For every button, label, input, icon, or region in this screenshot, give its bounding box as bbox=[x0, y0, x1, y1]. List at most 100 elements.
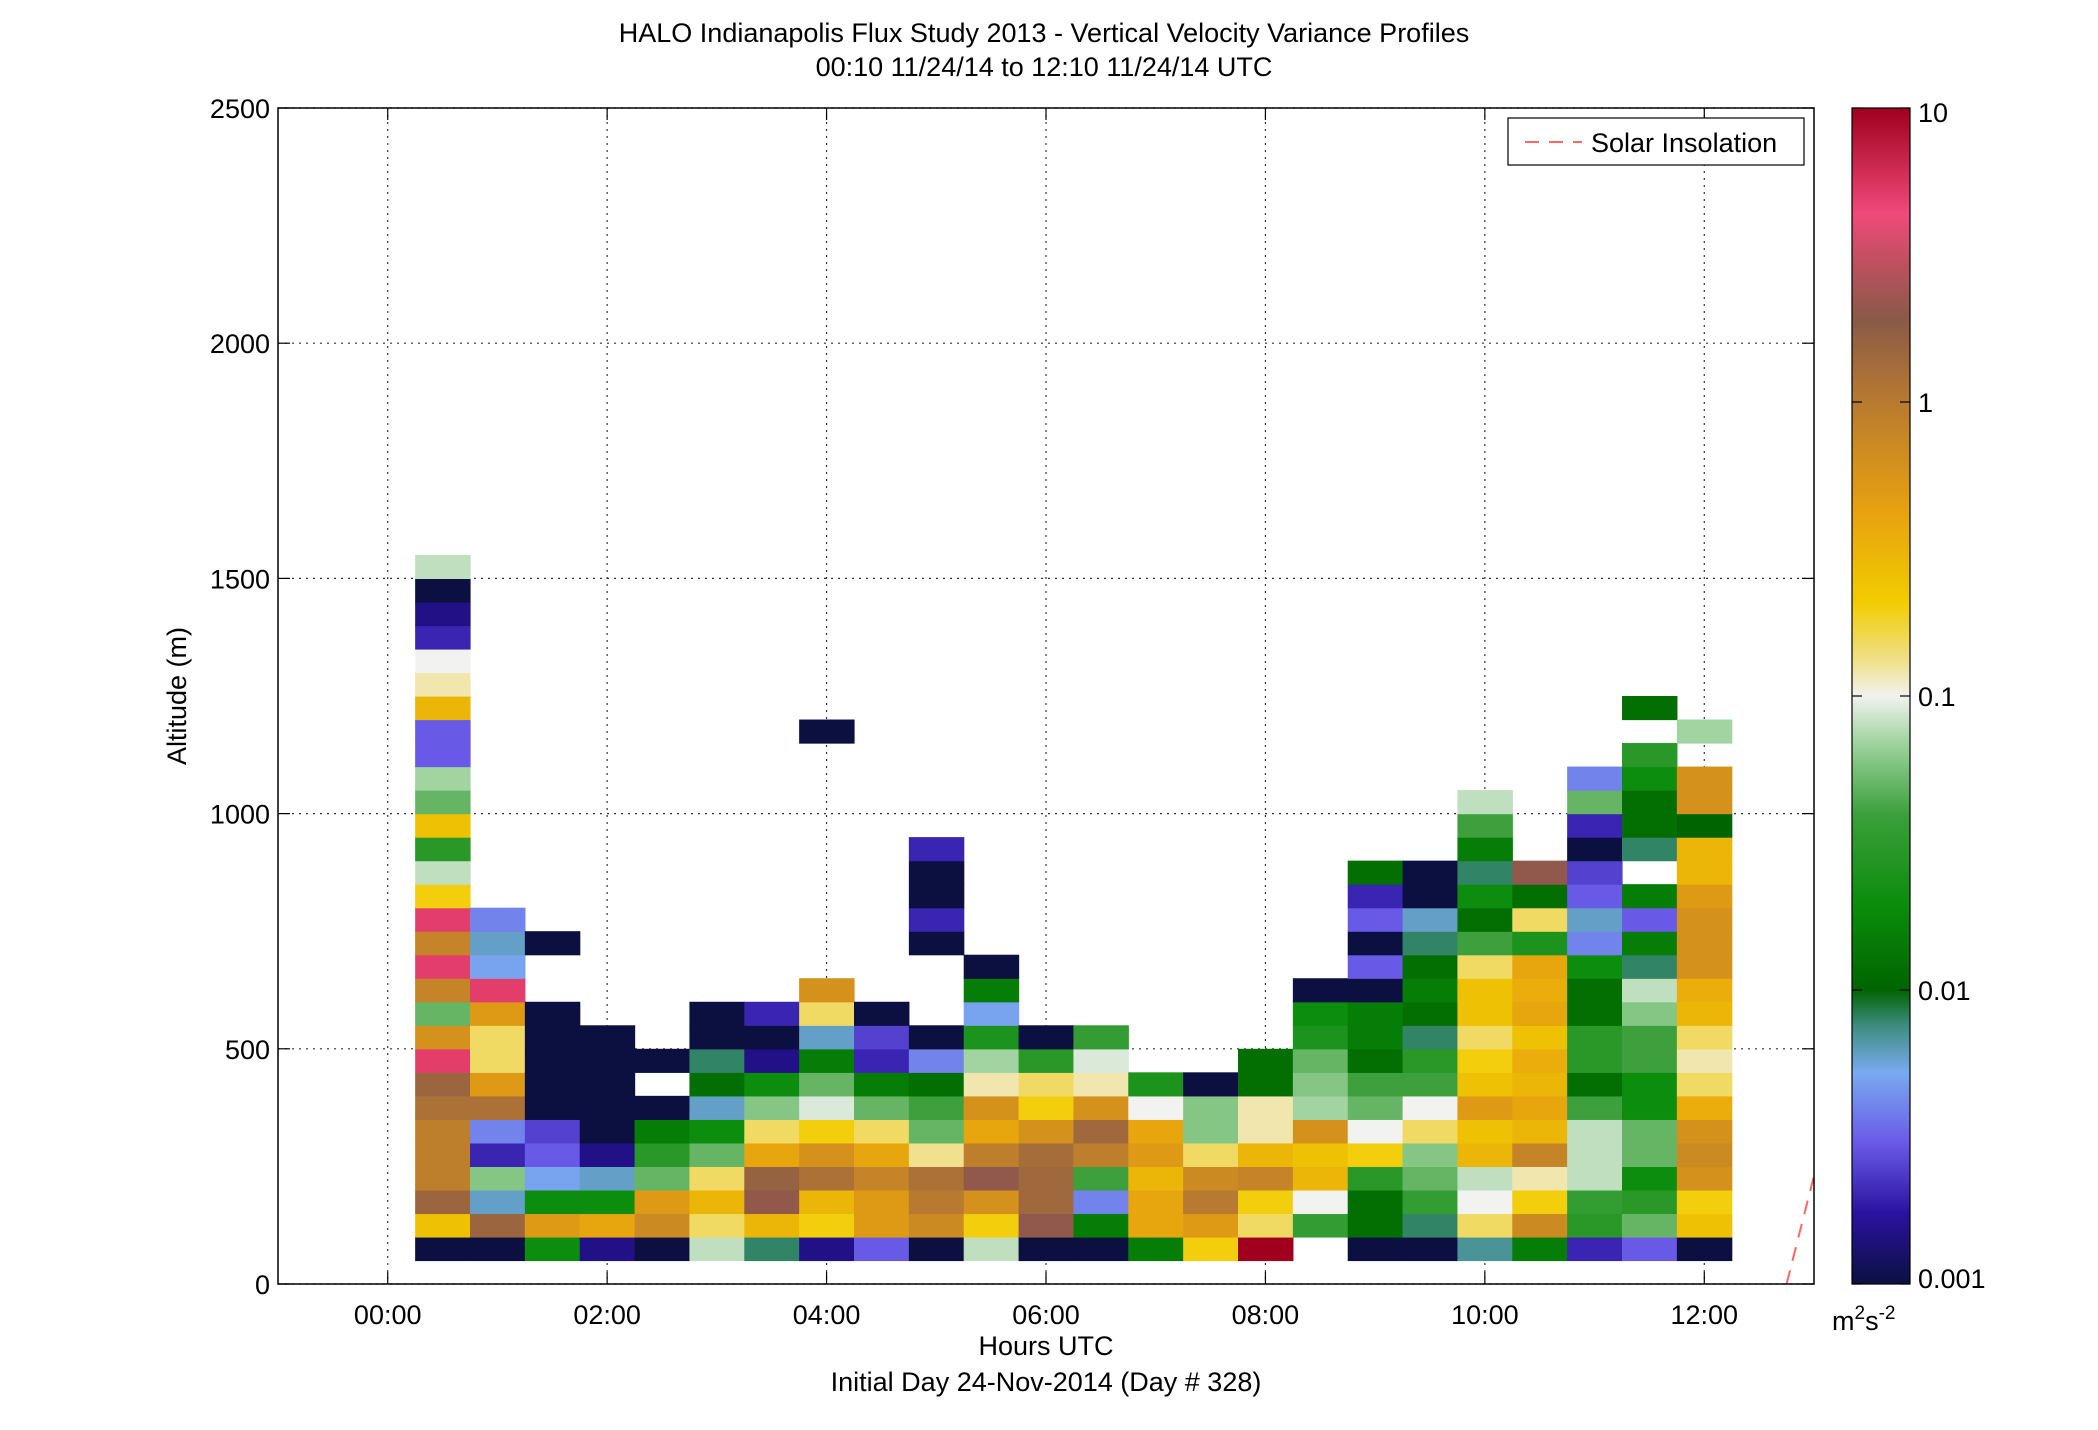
heatmap-cell bbox=[908, 907, 965, 932]
heatmap-cell bbox=[470, 1095, 526, 1120]
heatmap-cell bbox=[1622, 813, 1678, 838]
heatmap-cell bbox=[1347, 978, 1404, 1003]
x-axis-label: Hours UTC bbox=[978, 1331, 1113, 1361]
heatmap-cell bbox=[854, 1025, 910, 1050]
heatmap-cell bbox=[634, 1095, 691, 1120]
heatmap-cell bbox=[1676, 1119, 1733, 1144]
heatmap-cell bbox=[744, 1001, 800, 1026]
heatmap-cell bbox=[1512, 978, 1568, 1003]
heatmap-cell bbox=[908, 1142, 965, 1167]
heatmap-cell bbox=[1567, 1142, 1623, 1167]
heatmap-cell bbox=[415, 790, 471, 815]
heatmap-cell bbox=[908, 1189, 965, 1215]
heatmap-cell bbox=[744, 1142, 800, 1167]
x-axis-sublabel: Initial Day 24-Nov-2014 (Day # 328) bbox=[831, 1367, 1262, 1397]
heatmap-cell bbox=[963, 1213, 1020, 1238]
heatmap-cell bbox=[1567, 1236, 1623, 1262]
heatmap-cell bbox=[415, 1119, 471, 1144]
heatmap-cell bbox=[744, 1236, 800, 1262]
heatmap-cell bbox=[1457, 1119, 1513, 1144]
heatmap-cell bbox=[1676, 719, 1733, 744]
heatmap-cell bbox=[1402, 978, 1459, 1003]
heatmap-cell bbox=[1512, 1072, 1568, 1097]
heatmap-cell bbox=[524, 1166, 581, 1191]
heatmap-cell bbox=[415, 813, 471, 838]
heatmap-cell bbox=[1402, 860, 1459, 885]
heatmap-cell bbox=[634, 1048, 691, 1073]
heatmap-cell bbox=[1018, 1213, 1075, 1238]
heatmap-cell bbox=[1567, 1095, 1623, 1120]
heatmap-cell bbox=[1347, 1142, 1404, 1167]
heatmap-cell bbox=[1402, 1236, 1459, 1262]
heatmap-cell bbox=[1073, 1142, 1129, 1167]
heatmap-cell bbox=[1567, 931, 1623, 956]
heatmap-cell bbox=[1183, 1189, 1239, 1215]
heatmap-cell bbox=[1512, 1025, 1568, 1050]
colorbar: 0.001 0.01 0.1 1 10 m2s-2 bbox=[1832, 98, 1986, 1336]
heatmap-cell bbox=[1238, 1072, 1294, 1097]
heatmap-cell bbox=[1347, 1072, 1404, 1097]
heatmap-cell bbox=[470, 1119, 526, 1144]
heatmap-cell bbox=[415, 625, 471, 650]
heatmap-cell bbox=[799, 1048, 855, 1073]
chart-title: HALO Indianapolis Flux Study 2013 - Vert… bbox=[619, 18, 1469, 48]
heatmap-cell bbox=[415, 954, 471, 979]
heatmap-cell bbox=[799, 1236, 855, 1262]
heatmap-cell bbox=[415, 1048, 471, 1073]
heatmap-cell bbox=[1512, 931, 1568, 956]
heatmap-cell bbox=[1347, 860, 1404, 885]
heatmap-cell bbox=[799, 1119, 855, 1144]
heatmap-cell bbox=[415, 578, 471, 603]
heatmap-cell bbox=[524, 1001, 581, 1026]
colorbar-tick-label: 0.001 bbox=[1918, 1264, 1986, 1294]
heatmap-cell bbox=[1567, 1072, 1623, 1097]
heatmap-cell bbox=[908, 931, 965, 956]
heatmap-cell bbox=[1292, 978, 1349, 1003]
heatmap-cell bbox=[1183, 1236, 1239, 1262]
heatmap-cell bbox=[1676, 1142, 1733, 1167]
heatmap-cell bbox=[634, 1119, 691, 1144]
y-axis-label: Altitude (m) bbox=[162, 627, 192, 765]
heatmap-cell bbox=[1622, 1236, 1678, 1262]
heatmap-cell bbox=[1018, 1142, 1075, 1167]
heatmap-cell bbox=[1512, 954, 1568, 979]
heatmap-cell bbox=[689, 1095, 745, 1120]
heatmap-cell bbox=[1292, 1072, 1349, 1097]
heatmap-cell bbox=[1347, 954, 1404, 979]
heatmap-cell bbox=[1457, 931, 1513, 956]
heatmap-cell bbox=[1457, 1189, 1513, 1215]
heatmap-cell bbox=[799, 1072, 855, 1097]
heatmap-cell bbox=[1622, 884, 1678, 909]
heatmap-cell bbox=[854, 1095, 910, 1120]
heatmap-cell bbox=[1238, 1166, 1294, 1191]
heatmap-cell bbox=[1457, 907, 1513, 932]
heatmap-cell bbox=[1567, 1025, 1623, 1050]
heatmap-cell bbox=[1457, 978, 1513, 1003]
heatmap-cell bbox=[1676, 1236, 1733, 1262]
heatmap-cell bbox=[1676, 1072, 1733, 1097]
heatmap-cell bbox=[415, 1025, 471, 1050]
x-tick-label: 04:00 bbox=[793, 1300, 861, 1330]
heatmap-cells bbox=[415, 554, 1733, 1262]
heatmap-cell bbox=[908, 1072, 965, 1097]
heatmap-cell bbox=[744, 1189, 800, 1215]
heatmap-cell bbox=[963, 954, 1020, 979]
heatmap-cell bbox=[1676, 790, 1733, 815]
heatmap-cell bbox=[908, 1236, 965, 1262]
heatmap-cell bbox=[689, 1166, 745, 1191]
heatmap-cell bbox=[1018, 1236, 1075, 1262]
heatmap-cell bbox=[470, 1025, 526, 1050]
heatmap-cell bbox=[1622, 1025, 1678, 1050]
heatmap-cell bbox=[579, 1166, 636, 1191]
heatmap-cell bbox=[415, 1095, 471, 1120]
heatmap-cell bbox=[524, 1048, 581, 1073]
heatmap-cell bbox=[634, 1189, 691, 1215]
heatmap-cell bbox=[854, 1142, 910, 1167]
heatmap-cell bbox=[1402, 1166, 1459, 1191]
x-tick-label: 00:00 bbox=[354, 1300, 422, 1330]
heatmap-cell bbox=[1567, 884, 1623, 909]
heatmap-cell bbox=[1292, 1095, 1349, 1120]
heatmap-cell bbox=[415, 1213, 471, 1238]
heatmap-cell bbox=[854, 1213, 910, 1238]
